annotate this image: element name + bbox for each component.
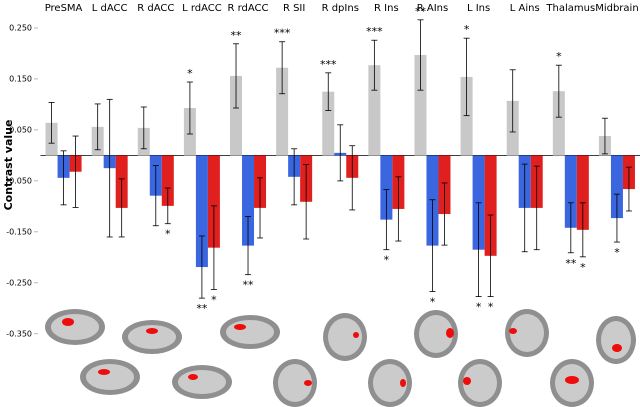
significance: *** xyxy=(274,27,291,40)
y-axis-label: Contrast value xyxy=(2,120,15,211)
significance: * xyxy=(556,50,562,63)
significance: * xyxy=(614,246,620,259)
category-label: L rdACC xyxy=(182,3,222,14)
category-label: R SII xyxy=(283,3,305,14)
significance: *** xyxy=(366,25,383,38)
significance: * xyxy=(464,23,470,36)
bar xyxy=(322,91,335,156)
y-tick-label: 0.250 xyxy=(9,23,32,32)
y-tick-label: -0.350 xyxy=(6,329,32,338)
significance: * xyxy=(488,301,494,314)
bar xyxy=(552,91,565,156)
bar xyxy=(207,155,220,248)
bar xyxy=(195,155,208,268)
category-label: R dACC xyxy=(137,3,174,14)
bar xyxy=(242,155,255,246)
y-tick-label: -0.050 xyxy=(6,176,32,185)
category-label: R rdACC xyxy=(227,3,268,14)
bar xyxy=(414,54,427,156)
category-label: L dACC xyxy=(92,3,128,14)
significance: * xyxy=(384,254,390,267)
bar xyxy=(380,155,393,220)
category-label: R dpIns xyxy=(322,3,359,14)
significance: ** xyxy=(565,257,577,270)
y-tick-label: -0.150 xyxy=(6,227,32,236)
category-label: R AIns xyxy=(417,3,448,14)
significance: ** xyxy=(243,279,255,292)
significance: *** xyxy=(320,58,337,71)
significance: * xyxy=(580,261,586,274)
bar xyxy=(460,76,473,156)
brain-images xyxy=(45,309,636,407)
y-tick-label: -0.250 xyxy=(6,278,32,287)
bar xyxy=(368,65,381,156)
significance: ** xyxy=(231,29,243,42)
significance: ** xyxy=(196,302,208,315)
category-label: Midbrain xyxy=(595,3,638,14)
significance: * xyxy=(476,301,482,314)
category-label: L Ins xyxy=(467,3,490,14)
significance: * xyxy=(187,67,193,80)
category-label: R Ins xyxy=(374,3,399,14)
y-tick-label: 0.050 xyxy=(9,125,32,134)
significance: ** xyxy=(415,5,427,18)
bar xyxy=(276,67,289,156)
category-label: PreSMA xyxy=(45,3,83,14)
bar xyxy=(610,155,623,219)
significance: * xyxy=(430,296,436,309)
bar xyxy=(230,75,243,156)
bar xyxy=(564,155,577,228)
bar xyxy=(161,155,174,206)
category-label: L Ains xyxy=(510,3,540,14)
category-label: Thalamus xyxy=(545,3,595,14)
bar xyxy=(576,155,589,230)
significance: * xyxy=(211,293,217,306)
significance: * xyxy=(165,228,171,241)
y-tick-label: 0.150 xyxy=(9,74,32,83)
bar xyxy=(484,155,497,256)
